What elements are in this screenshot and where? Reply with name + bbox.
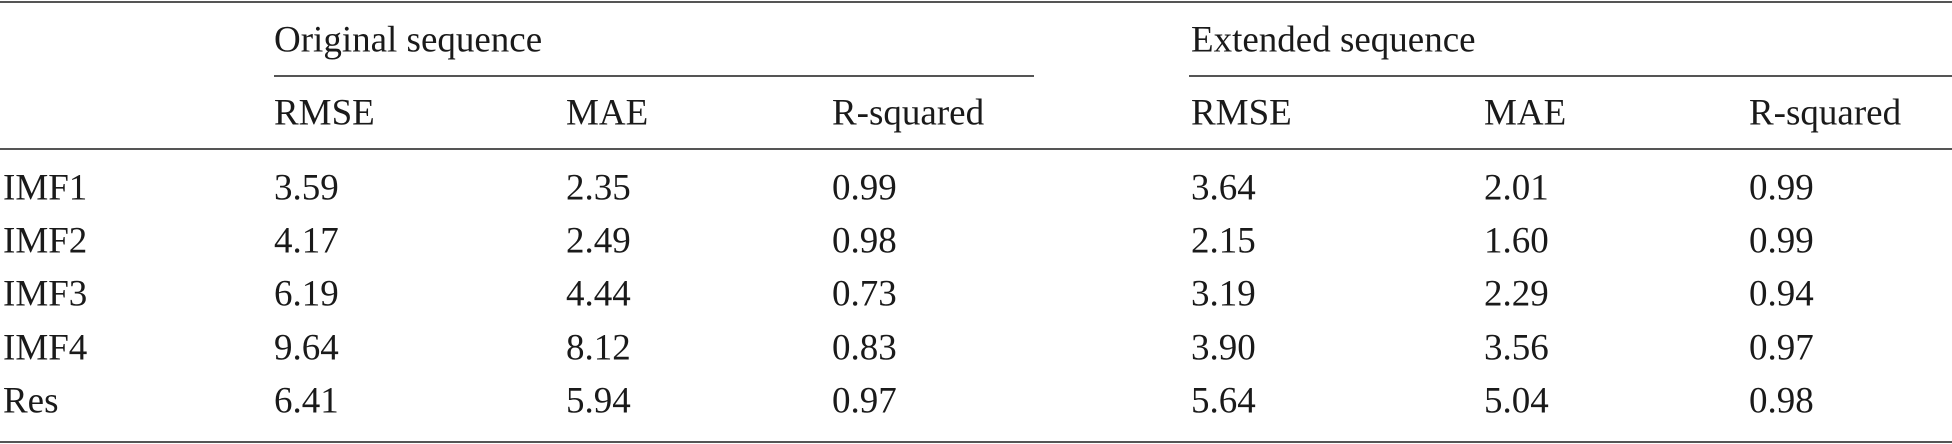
top-rule	[0, 1, 1952, 3]
column-header: MAE	[566, 92, 649, 134]
bottom-rule	[0, 441, 1952, 443]
cell-value: 9.64	[274, 327, 339, 369]
cell-value: 6.19	[274, 273, 339, 315]
cell-value: 0.97	[832, 380, 897, 422]
cell-value: 0.98	[1749, 380, 1814, 422]
cell-value: 3.64	[1191, 167, 1256, 209]
cell-value: 0.98	[832, 220, 897, 262]
row-label: IMF2	[3, 220, 88, 262]
cell-value: 5.04	[1484, 380, 1549, 422]
cell-value: 3.19	[1191, 273, 1256, 315]
cell-value: 5.94	[566, 380, 631, 422]
cell-value: 0.99	[832, 167, 897, 209]
cell-value: 0.97	[1749, 327, 1814, 369]
row-label: Res	[3, 380, 59, 422]
cell-value: 3.59	[274, 167, 339, 209]
column-header: R-squared	[1749, 92, 1902, 134]
row-label: IMF4	[3, 327, 88, 369]
group-rule	[274, 75, 1034, 77]
cell-value: 0.94	[1749, 273, 1814, 315]
header-rule	[0, 148, 1952, 150]
group-header: Extended sequence	[1191, 19, 1476, 61]
cell-value: 2.35	[566, 167, 631, 209]
cell-value: 2.29	[1484, 273, 1549, 315]
column-header: R-squared	[832, 92, 985, 134]
cell-value: 5.64	[1191, 380, 1256, 422]
cell-value: 2.01	[1484, 167, 1549, 209]
cell-value: 0.83	[832, 327, 897, 369]
cell-value: 0.99	[1749, 220, 1814, 262]
group-rule	[1189, 75, 1952, 77]
group-header: Original sequence	[274, 19, 543, 61]
cell-value: 2.15	[1191, 220, 1256, 262]
column-header: RMSE	[1191, 92, 1292, 134]
cell-value: 2.49	[566, 220, 631, 262]
cell-value: 1.60	[1484, 220, 1549, 262]
cell-value: 3.90	[1191, 327, 1256, 369]
cell-value: 0.99	[1749, 167, 1814, 209]
cell-value: 4.44	[566, 273, 631, 315]
cell-value: 0.73	[832, 273, 897, 315]
row-label: IMF3	[3, 273, 88, 315]
column-header: MAE	[1484, 92, 1567, 134]
cell-value: 3.56	[1484, 327, 1549, 369]
row-label: IMF1	[3, 167, 88, 209]
cell-value: 6.41	[274, 380, 339, 422]
column-header: RMSE	[274, 92, 375, 134]
cell-value: 8.12	[566, 327, 631, 369]
cell-value: 4.17	[274, 220, 339, 262]
